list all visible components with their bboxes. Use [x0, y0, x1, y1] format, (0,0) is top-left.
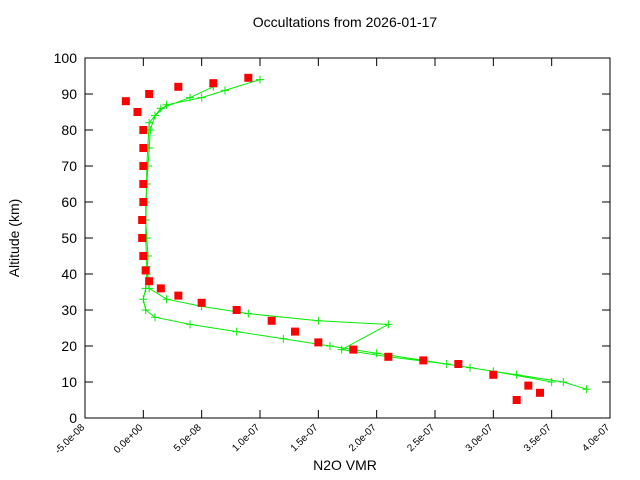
point-plus: [186, 320, 194, 329]
point-plus: [145, 118, 154, 127]
point-square: [291, 327, 299, 336]
point-plus: [384, 320, 393, 329]
point-square: [267, 316, 276, 325]
point-square: [349, 345, 358, 354]
point-plus: [512, 370, 521, 379]
point-plus: [151, 313, 159, 322]
point-square: [489, 370, 498, 379]
point-plus: [145, 284, 154, 293]
point-plus: [256, 75, 264, 84]
y-tick-label: 80: [61, 122, 77, 138]
y-tick-label: 70: [61, 158, 77, 174]
point-plus: [372, 349, 381, 358]
plot-frame: [84, 57, 611, 419]
point-plus: [141, 306, 150, 314]
x-axis-label: N2O VMR: [313, 457, 377, 473]
point-plus: [547, 378, 556, 386]
point-square: [314, 338, 323, 347]
x-tick-label: 3.5e-07: [522, 422, 554, 454]
point-plus: [151, 111, 159, 120]
x-tick-label: 5.0e-08: [172, 422, 204, 454]
point-square: [133, 108, 142, 116]
point-plus: [314, 316, 323, 325]
point-square: [145, 277, 154, 286]
point-plus: [197, 93, 206, 102]
point-plus: [244, 309, 253, 318]
y-tick-label: 90: [61, 86, 77, 102]
point-plus: [156, 104, 165, 113]
point-square: [121, 97, 130, 106]
point-square: [145, 90, 154, 98]
point-square: [244, 73, 253, 82]
x-tick-label: 0.0e+00: [112, 422, 146, 456]
point-square: [197, 298, 206, 307]
point-square: [141, 266, 150, 275]
point-plus: [162, 100, 171, 109]
y-tick-label: 20: [61, 338, 77, 354]
y-tick-label: 0: [69, 410, 77, 426]
point-plus: [221, 86, 229, 95]
point-square: [174, 291, 183, 300]
point-plus: [442, 360, 451, 368]
point-square: [139, 252, 148, 260]
point-square: [419, 356, 428, 365]
point-plus: [186, 93, 194, 102]
point-square: [174, 82, 183, 91]
x-tick-label: 1.0e-07: [230, 422, 262, 454]
chart-title: Occultations from 2026-01-17: [253, 14, 438, 30]
point-square: [139, 162, 148, 170]
point-square: [209, 79, 218, 88]
point-square: [384, 352, 393, 361]
point-square: [139, 144, 148, 152]
point-plus: [232, 327, 241, 336]
y-tick-label: 100: [54, 50, 78, 66]
x-tick-label: 4.0e-07: [580, 422, 612, 454]
point-plus: [326, 342, 334, 350]
point-plus: [162, 295, 171, 304]
point-square: [454, 360, 463, 368]
point-plus: [139, 295, 148, 304]
y-tick-label: 60: [61, 194, 77, 210]
point-square: [156, 284, 165, 293]
point-square: [512, 396, 521, 404]
point-plus: [337, 345, 346, 354]
point-plus: [466, 363, 474, 372]
y-tick-label: 10: [61, 374, 77, 390]
point-square: [138, 216, 147, 224]
x-tick-label: 2.5e-07: [405, 422, 437, 454]
y-tick-label: 50: [61, 230, 77, 246]
y-tick-label: 30: [61, 302, 77, 318]
y-tick-label: 40: [61, 266, 77, 282]
point-plus: [279, 334, 288, 343]
point-square: [232, 306, 241, 314]
point-square: [138, 234, 147, 242]
point-square: [524, 381, 533, 390]
point-square: [139, 180, 148, 188]
point-plus: [146, 126, 155, 134]
point-plus: [559, 378, 568, 386]
point-square: [139, 198, 148, 206]
x-tick-label: 3.0e-07: [464, 422, 496, 454]
x-tick-label: 1.5e-07: [289, 422, 321, 454]
point-square: [536, 388, 544, 397]
point-square: [139, 126, 148, 134]
x-tick-label: -5.0e-08: [53, 422, 87, 456]
y-axis-label: Altitude (km): [6, 199, 22, 278]
point-plus: [582, 385, 591, 394]
series-line: [142, 79, 587, 390]
x-tick-label: 2.0e-07: [347, 422, 379, 454]
